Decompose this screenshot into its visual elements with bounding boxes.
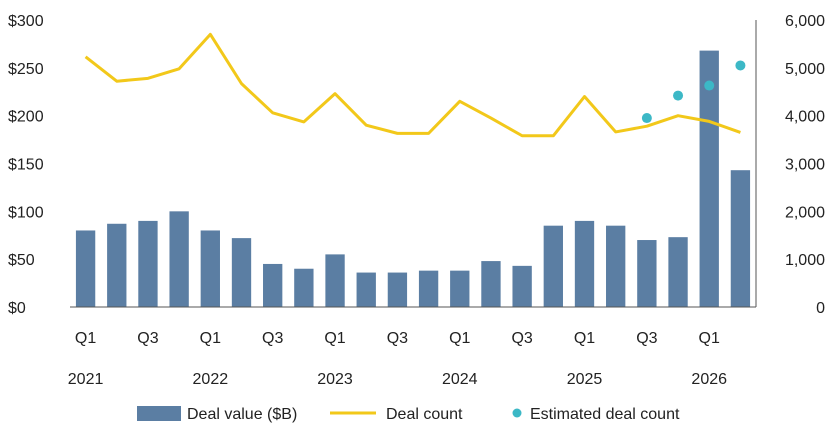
left-tick-label: $300 xyxy=(8,13,44,30)
legend-label-deal-value: Deal value ($B) xyxy=(187,406,297,423)
right-axis-ticks: 0 1,000 2,000 3,000 4,000 5,000 6,000 xyxy=(785,13,825,317)
x-year-label: 2026 xyxy=(691,371,727,388)
x-tick-label: Q1 xyxy=(449,330,470,347)
right-tick-label: 2,000 xyxy=(785,204,825,221)
left-tick-label: $200 xyxy=(8,109,44,126)
deal-count-line xyxy=(84,32,741,138)
line-deal-count xyxy=(84,32,741,138)
bar-deal-value xyxy=(231,238,252,307)
legend-label-estimated-deal-count: Estimated deal count xyxy=(530,406,680,423)
x-tick-label: Q3 xyxy=(636,330,657,347)
right-tick-label: 3,000 xyxy=(785,157,825,174)
right-tick-label: 5,000 xyxy=(785,61,825,78)
left-tick-label: $150 xyxy=(8,157,44,174)
bar-deal-value xyxy=(325,254,345,307)
bar-deal-value xyxy=(418,270,439,307)
bar-deal-value xyxy=(481,261,501,307)
bar-deal-value xyxy=(450,270,470,307)
left-axis-ticks: $0 $50 $100 $150 $200 $250 $300 xyxy=(8,13,44,317)
legend: Deal value ($B) Deal count Estimated dea… xyxy=(137,406,680,423)
x-tick-label: Q3 xyxy=(137,330,158,347)
bar-deal-value xyxy=(200,230,220,307)
left-tick-label: $100 xyxy=(8,204,44,221)
right-tick-label: 1,000 xyxy=(785,252,825,269)
left-tick-label: $0 xyxy=(8,300,26,317)
x-year-label: 2024 xyxy=(442,371,478,388)
bar-deal-value xyxy=(699,50,719,307)
x-tick-label: Q1 xyxy=(574,330,595,347)
bar-deal-value xyxy=(294,268,314,307)
bar-deal-value xyxy=(138,220,158,307)
x-tick-label: Q1 xyxy=(699,330,720,347)
bar-deal-value xyxy=(107,223,127,307)
right-tick-label: 4,000 xyxy=(785,109,825,126)
x-axis-ticks: Q1 Q3 Q1 Q3 Q1 Q3 Q1 Q3 Q1 Q3 Q1 2021 2022 2023 2024 20… xyxy=(68,330,727,388)
bar-deal-value xyxy=(512,265,532,307)
x-tick-label: Q3 xyxy=(262,330,283,347)
right-tick-label: 0 xyxy=(816,300,825,317)
left-tick-label: $250 xyxy=(8,61,44,78)
bar-deal-value xyxy=(606,225,626,307)
x-year-label: 2022 xyxy=(193,371,229,388)
legend-label-deal-count: Deal count xyxy=(386,406,463,423)
left-tick-label: $50 xyxy=(8,252,35,269)
x-tick-label: Q3 xyxy=(511,330,532,347)
point-estimated-deal-count xyxy=(735,60,746,71)
right-tick-label: 6,000 xyxy=(785,13,825,30)
bar-deal-value xyxy=(75,230,96,307)
bar-deal-value xyxy=(387,272,408,307)
estimated-deal-count-points xyxy=(641,60,746,124)
bar-deal-value xyxy=(543,225,563,307)
bar-deal-value xyxy=(169,211,189,307)
x-tick-label: Q1 xyxy=(324,330,345,347)
x-year-label: 2023 xyxy=(317,371,353,388)
x-tick-label: Q3 xyxy=(387,330,408,347)
bar-deal-value xyxy=(263,263,283,307)
point-estimated-deal-count xyxy=(704,80,715,91)
axes xyxy=(70,20,757,308)
bar-deal-value xyxy=(574,220,595,307)
x-year-label: 2025 xyxy=(567,371,603,388)
legend-swatch-deal-value xyxy=(137,406,181,421)
x-tick-label: Q1 xyxy=(200,330,221,347)
point-estimated-deal-count xyxy=(673,90,684,101)
x-tick-label: Q1 xyxy=(75,330,96,347)
x-year-label: 2021 xyxy=(68,371,104,388)
bar-deal-value xyxy=(356,272,376,307)
bar-deal-value xyxy=(637,240,657,307)
point-estimated-deal-count xyxy=(641,113,652,124)
bar-deal-value xyxy=(668,237,688,307)
bar-deal-value xyxy=(730,170,751,307)
legend-swatch-estimated-deal-count xyxy=(512,408,522,418)
deal-value-bars xyxy=(75,50,751,307)
